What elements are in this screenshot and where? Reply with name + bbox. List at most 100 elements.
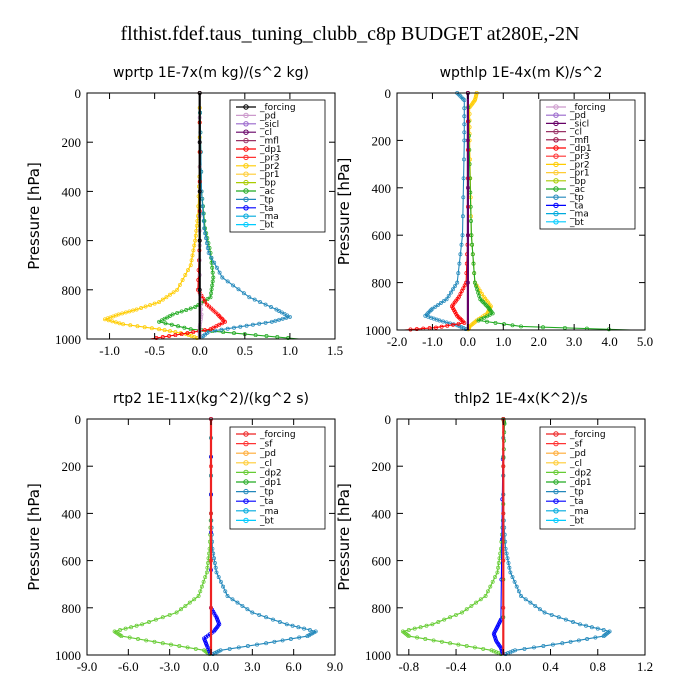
- x-tick-label: -3.0: [159, 659, 180, 674]
- legend-label: _bt: [569, 516, 584, 526]
- legend-label: _pr1: [259, 170, 280, 180]
- data-point: [423, 637, 428, 641]
- legend-label: _mfl: [259, 137, 279, 147]
- data-point: [434, 325, 438, 330]
- data-point: [252, 297, 257, 302]
- series-line-ac: [467, 92, 631, 331]
- data-point: [469, 603, 474, 608]
- x-tick-label: -2.0: [387, 334, 408, 349]
- data-point: [595, 626, 600, 631]
- data-point: [188, 327, 193, 332]
- legend-marker: [243, 137, 249, 144]
- data-point: [280, 638, 285, 643]
- y-tick-label: 200: [62, 459, 82, 474]
- data-point: [197, 140, 202, 145]
- data-point: [202, 226, 207, 231]
- data-point: [264, 334, 269, 338]
- data-point: [456, 321, 461, 326]
- data-point: [176, 324, 181, 329]
- data-point: [220, 275, 225, 280]
- data-point: [148, 303, 153, 308]
- x-tick-label: 1.0: [495, 334, 511, 349]
- data-point: [436, 302, 441, 307]
- legend-marker: [243, 179, 249, 186]
- legend-marker: [553, 169, 559, 176]
- data-point: [446, 293, 451, 298]
- y-tick-label: 1000: [55, 332, 81, 347]
- data-point: [205, 246, 210, 250]
- legend-label: _sicl: [259, 120, 279, 130]
- data-point: [415, 635, 420, 640]
- data-point: [263, 320, 268, 325]
- legend-marker: [553, 517, 559, 524]
- data-point: [106, 318, 111, 323]
- x-tick-label: 1.0: [282, 343, 298, 358]
- data-point: [284, 315, 289, 320]
- legend-label: _ac: [569, 185, 585, 195]
- y-tick-label: 800: [62, 283, 82, 298]
- panels: wprtp 1E-7x(m kg)/(s^2 kg) Pressure [hPa]…: [25, 65, 653, 674]
- data-point: [123, 310, 128, 315]
- data-point: [129, 625, 134, 630]
- data-point: [287, 314, 292, 319]
- data-point: [472, 271, 477, 276]
- legend-marker: [553, 450, 559, 456]
- data-point: [457, 324, 462, 329]
- legend-marker: [553, 440, 559, 447]
- data-point: [236, 287, 241, 292]
- legend-marker: [243, 146, 249, 152]
- legend-marker: [553, 210, 559, 217]
- x-tick-label: -9.0: [77, 659, 98, 674]
- data-point: [264, 615, 269, 620]
- data-point: [461, 195, 466, 200]
- x-tick-label: -0.8: [399, 659, 420, 674]
- data-point: [272, 639, 277, 644]
- data-point: [442, 617, 447, 622]
- data-point: [127, 635, 132, 640]
- legend-marker: [553, 186, 559, 192]
- data-point: [441, 299, 446, 304]
- legend-marker: [243, 460, 249, 466]
- data-point: [210, 270, 215, 275]
- data-point: [495, 570, 500, 575]
- data-point: [269, 305, 273, 309]
- data-point: [489, 648, 494, 653]
- x-tick-label: -0.4: [446, 659, 467, 674]
- data-point: [205, 565, 210, 570]
- data-point: [549, 612, 554, 617]
- data-point: [571, 620, 575, 624]
- data-point: [454, 311, 459, 316]
- data-point: [453, 310, 458, 314]
- data-point: [578, 622, 582, 627]
- data-point: [461, 176, 466, 181]
- y-tick-label: 1000: [365, 648, 391, 663]
- series-markers-dp1: [154, 91, 227, 340]
- data-point: [188, 263, 193, 268]
- legend-label: _dp1: [569, 478, 592, 488]
- legend-marker: [553, 498, 559, 504]
- data-point: [436, 620, 441, 624]
- data-point: [519, 594, 523, 598]
- data-point: [162, 328, 167, 333]
- data-point: [225, 594, 230, 598]
- data-point: [470, 242, 475, 247]
- legend-label: _cl: [569, 128, 582, 138]
- data-point: [128, 323, 133, 328]
- x-tick-label: -0.5: [144, 343, 165, 358]
- y-tick-label: 600: [372, 554, 392, 569]
- data-point: [455, 280, 460, 285]
- data-point: [127, 309, 132, 314]
- data-point: [439, 639, 444, 644]
- data-point: [209, 511, 213, 516]
- data-point: [173, 333, 178, 338]
- data-point: [199, 584, 204, 589]
- data-point: [502, 322, 506, 327]
- legend-marker: [243, 469, 249, 476]
- data-point: [593, 635, 598, 640]
- data-point: [433, 304, 438, 309]
- data-point: [219, 327, 224, 332]
- legend-marker: [243, 121, 249, 127]
- legend-label: _tp: [259, 488, 274, 498]
- data-point: [157, 319, 162, 324]
- y-tick-label: 0: [385, 86, 392, 101]
